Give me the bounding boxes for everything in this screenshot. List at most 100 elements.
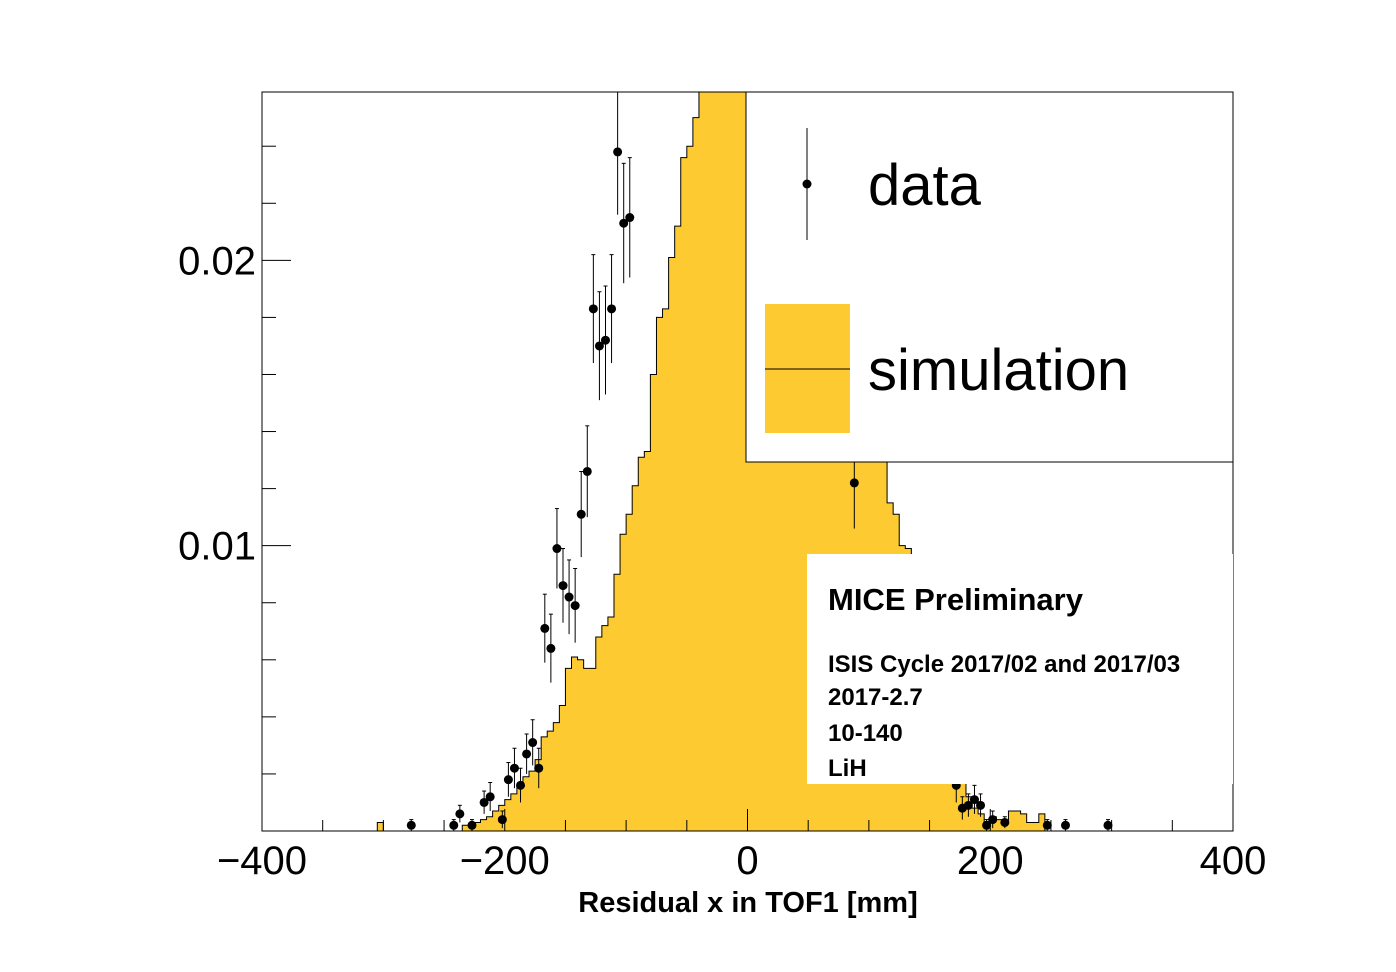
data-point	[479, 797, 489, 807]
simulation-bin	[686, 146, 694, 831]
data-points	[406, 92, 1113, 831]
simulation-bin	[1038, 813, 1046, 831]
legend-simulation-label: simulation	[868, 338, 1129, 403]
data-point	[607, 304, 617, 314]
simulation-bin	[565, 668, 572, 831]
simulation-bin	[559, 705, 566, 831]
annotation-title: MICE Preliminary	[828, 582, 1084, 617]
data-point	[963, 800, 973, 810]
simulation-bin	[1008, 811, 1015, 831]
simulation-bin	[492, 811, 500, 831]
data-point	[558, 581, 568, 591]
data-point	[625, 213, 635, 223]
annotation-line-4: LiH	[828, 755, 867, 782]
x-tick-label: −400	[217, 839, 307, 883]
simulation-bin	[698, 92, 706, 831]
data-point	[455, 809, 465, 819]
simulation-bin	[674, 226, 682, 831]
simulation-bin	[692, 117, 700, 831]
simulation-bin	[668, 257, 676, 831]
x-tick-label: 200	[957, 839, 1024, 883]
simulation-bin	[965, 796, 973, 831]
simulation-bin	[607, 617, 615, 831]
simulation-bin	[571, 656, 578, 831]
legend-data-label: data	[868, 153, 982, 218]
legend: data simulation	[745, 91, 1234, 463]
data-point	[988, 815, 998, 825]
data-point	[1042, 820, 1052, 830]
annotation-line-1: ISIS Cycle 2017/02 and 2017/03	[828, 651, 1180, 678]
simulation-bin	[680, 157, 688, 831]
simulation-bin	[474, 822, 481, 831]
data-point	[588, 304, 598, 314]
simulation-bin	[972, 808, 979, 831]
data-point	[497, 815, 507, 825]
data-point	[1061, 820, 1071, 830]
simulation-bin	[516, 785, 524, 831]
simulation-bin	[711, 92, 718, 831]
annotation-box: MICE Preliminary ISIS Cycle 2017/02 and …	[807, 554, 1233, 784]
simulation-bin	[735, 92, 742, 831]
x-tick-label: 400	[1200, 839, 1267, 883]
annotation-line-3: 10-140	[828, 720, 903, 747]
data-point	[600, 335, 610, 345]
simulation-bin	[941, 739, 949, 831]
data-point	[503, 775, 513, 785]
data-point	[564, 592, 574, 602]
simulation-bin	[589, 668, 597, 831]
annotation-background	[807, 554, 1233, 784]
data-point	[509, 763, 519, 773]
data-point	[546, 643, 556, 653]
legend-data-marker	[802, 179, 812, 189]
simulation-bin	[632, 485, 639, 831]
data-point	[976, 800, 986, 810]
data-point	[485, 792, 495, 802]
simulation-bin	[377, 822, 384, 831]
simulation-bin	[1020, 813, 1028, 831]
simulation-bin	[650, 374, 657, 831]
data-point	[849, 478, 859, 488]
data-point	[613, 147, 623, 157]
simulation-bin	[480, 819, 487, 831]
simulation-bin	[953, 768, 961, 831]
data-point	[582, 466, 592, 476]
y-tick-label: 0.01	[178, 525, 256, 569]
simulation-bin	[947, 756, 955, 831]
simulation-bin	[541, 736, 548, 831]
simulation-bin	[510, 793, 518, 831]
data-point	[1103, 820, 1113, 830]
data-point	[576, 509, 586, 519]
simulation-bin	[547, 731, 554, 831]
simulation-bin	[613, 574, 621, 831]
simulation-bin	[705, 92, 712, 831]
simulation-bin	[626, 514, 633, 831]
simulation-bin	[529, 771, 536, 831]
data-point	[406, 820, 416, 830]
simulation-bin	[601, 625, 609, 831]
simulation-bin	[638, 457, 645, 831]
data-point	[594, 341, 604, 351]
data-point	[540, 623, 550, 633]
data-point	[552, 544, 562, 554]
simulation-bin	[535, 759, 542, 831]
simulation-bin	[717, 92, 724, 831]
data-point	[570, 601, 580, 611]
simulation-bin	[522, 776, 530, 831]
data-point	[467, 820, 477, 830]
simulation-bin	[644, 451, 651, 831]
x-axis-ticks	[261, 809, 1234, 831]
simulation-bin	[595, 636, 603, 831]
simulation-bin	[577, 659, 585, 831]
simulation-bin	[723, 92, 730, 831]
simulation-bin	[553, 722, 560, 831]
x-tick-label: 0	[736, 839, 758, 883]
simulation-bin	[486, 816, 494, 831]
simulation-bin	[1032, 822, 1040, 831]
data-point	[982, 820, 992, 830]
simulation-bin	[741, 92, 748, 831]
simulation-bin	[620, 534, 627, 831]
simulation-bin	[978, 813, 985, 831]
simulation-bin	[1026, 822, 1034, 831]
x-axis-tick-labels: −400 −200 0 200 400	[217, 839, 1266, 883]
